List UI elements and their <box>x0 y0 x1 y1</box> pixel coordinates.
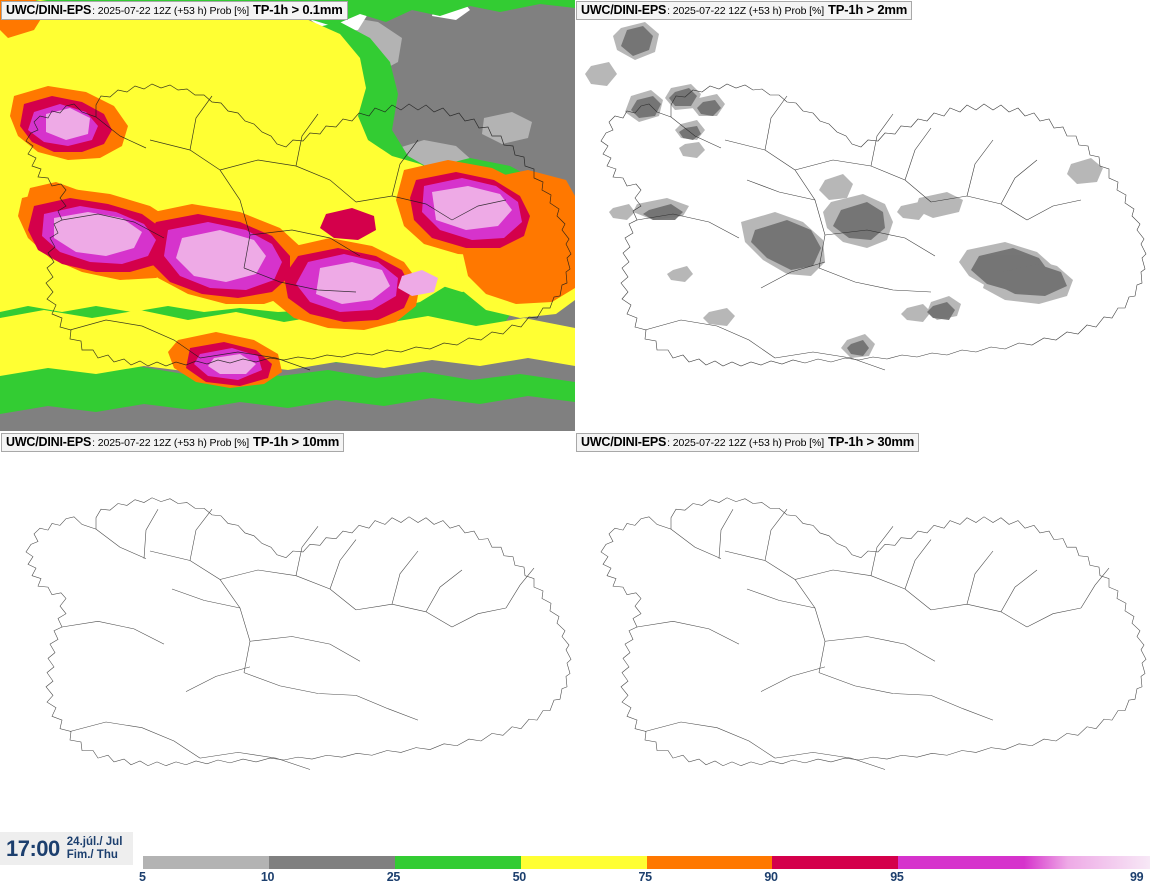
colorbar-tick-labels: 5 10 25 50 75 90 95 99 <box>139 870 1150 888</box>
model-label: UWC/DINI-EPS <box>6 3 92 17</box>
colorbar-segment-dark-gray <box>268 856 395 869</box>
colorbar-segment-yellow <box>520 856 647 869</box>
panel-title-0: UWC/DINI-EPS : 2025-07-22 12Z (+53 h) Pr… <box>1 1 348 21</box>
colorbar-tick-50: 50 <box>512 870 527 884</box>
model-label: UWC/DINI-EPS <box>6 435 92 449</box>
colorbar-segment-magenta <box>898 856 1025 869</box>
colorbar-tick-25: 25 <box>386 870 401 884</box>
map-background <box>575 432 1150 832</box>
valid-time-weekday: Fim./ Thu <box>66 848 118 861</box>
prob-band-10-25 <box>621 26 1067 356</box>
valid-time-date-group: 24.júl./ Jul Fim./ Thu <box>67 836 123 862</box>
iceland-coastline <box>600 83 1147 371</box>
iceland-coastline <box>600 497 1147 770</box>
run-label: : 2025-07-22 12Z (+53 h) Prob [%] <box>667 437 825 449</box>
iceland-coastline <box>25 497 572 770</box>
probability-colorbar[interactable]: 5 10 25 50 75 90 95 99 <box>139 856 1150 891</box>
parameter-label: TP-1h > 10mm <box>253 434 340 449</box>
panel-title-1: UWC/DINI-EPS : 2025-07-22 12Z (+53 h) Pr… <box>576 1 913 21</box>
colorbar-tick-75: 75 <box>638 870 653 884</box>
probability-map-30mm <box>575 432 1150 832</box>
colorbar-segment-green <box>394 856 521 869</box>
parameter-label: TP-1h > 30mm <box>828 434 915 449</box>
run-label: : 2025-07-22 12Z (+53 h) Prob [%] <box>92 437 250 449</box>
valid-time-date: 24.júl./ Jul <box>66 835 123 848</box>
colorbar-gradient-track <box>143 856 1150 869</box>
parameter-label: TP-1h > 2mm <box>828 2 908 17</box>
panel-title-3: UWC/DINI-EPS : 2025-07-22 12Z (+53 h) Pr… <box>576 433 920 453</box>
parameter-label: TP-1h > 0.1mm <box>253 2 343 17</box>
colorbar-tick-95: 95 <box>890 870 904 884</box>
valid-time-clock: 17:00 <box>6 835 60 861</box>
colorbar-tick-99: 99 <box>1130 870 1144 884</box>
model-label: UWC/DINI-EPS <box>581 3 667 17</box>
map-background <box>0 432 575 832</box>
colorbar-tick-10: 10 <box>260 870 275 884</box>
map-panel-tp1h-2mm[interactable]: UWC/DINI-EPS : 2025-07-22 12Z (+53 h) Pr… <box>575 0 1150 431</box>
map-panel-tp1h-0.1mm[interactable]: UWC/DINI-EPS : 2025-07-22 12Z (+53 h) Pr… <box>0 0 575 431</box>
colorbar-segment-light-gray <box>143 856 269 869</box>
footer-legend: 17:00 24.júl./ Jul Fim./ Thu 5 10 25 50 75 90… <box>0 832 1150 891</box>
probability-map-0.1mm <box>0 0 575 431</box>
prob-band-above-99 <box>46 108 512 374</box>
probability-map-10mm <box>0 432 575 832</box>
colorbar-segment-crimson <box>772 856 899 869</box>
run-label: : 2025-07-22 12Z (+53 h) Prob [%] <box>667 5 825 17</box>
map-panel-tp1h-30mm[interactable]: UWC/DINI-EPS : 2025-07-22 12Z (+53 h) Pr… <box>575 432 1150 832</box>
map-panel-tp1h-10mm[interactable]: UWC/DINI-EPS : 2025-07-22 12Z (+53 h) Pr… <box>0 432 575 832</box>
colorbar-segment-light-magenta <box>1024 856 1150 869</box>
colorbar-segment-orange <box>646 856 773 869</box>
iceland-coastline <box>25 83 572 371</box>
run-label: : 2025-07-22 12Z (+53 h) Prob [%] <box>92 5 250 17</box>
model-label: UWC/DINI-EPS <box>581 435 667 449</box>
colorbar-tick-5: 5 <box>139 870 146 884</box>
probability-map-2mm <box>575 0 1150 431</box>
panel-title-2: UWC/DINI-EPS : 2025-07-22 12Z (+53 h) Pr… <box>1 433 345 453</box>
valid-time-box: 17:00 24.júl./ Jul Fim./ Thu <box>0 832 133 865</box>
colorbar-tick-90: 90 <box>764 870 778 884</box>
